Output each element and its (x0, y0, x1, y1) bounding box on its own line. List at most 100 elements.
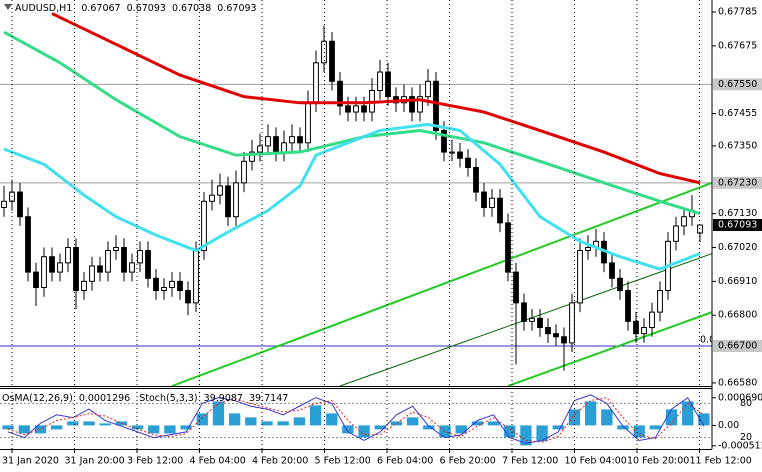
candle-body (441, 130, 447, 153)
candle-body (505, 222, 511, 273)
osma-bar (2, 425, 14, 430)
y-tick-label: 0.67455 (718, 108, 757, 119)
osma-bar (358, 425, 370, 438)
candle-body (305, 102, 311, 144)
level-label: 0.67550 (718, 79, 757, 90)
y-tick-label: 0.66580 (718, 377, 757, 388)
x-tick-label: 31 Jan 20:00 (65, 456, 125, 467)
candle-body (673, 225, 679, 242)
osma-bar (67, 421, 79, 426)
candle-body (497, 197, 503, 224)
osma-bar (374, 425, 386, 430)
candle-body (193, 250, 199, 304)
osma-bar (18, 425, 30, 434)
candle-body (153, 277, 159, 292)
candle-body (113, 246, 119, 252)
y-tick-label: 0.66910 (718, 276, 757, 287)
x-tick-label: 3 Feb 12:00 (127, 456, 183, 467)
osma-bar (455, 425, 467, 434)
symbol: AUDUSD,H1 (15, 3, 72, 14)
level-label: 0.67230 (718, 177, 757, 188)
candle-body (97, 265, 103, 273)
osma-bar (342, 425, 354, 434)
osma-bar (180, 425, 192, 430)
osma-bar (164, 425, 176, 434)
candle-body (553, 333, 559, 338)
candle-body (609, 262, 615, 279)
level-box (713, 78, 762, 91)
candle-body (233, 182, 239, 218)
fib-label: 0.0 (700, 334, 715, 345)
osma-bar (552, 425, 564, 430)
x-tick-label: 10 Feb 04:00 (565, 456, 627, 467)
osma-bar (698, 413, 710, 426)
stoch-name: Stoch(5,3,3) (139, 393, 197, 404)
osma-bar (390, 421, 403, 426)
candle-body (417, 96, 423, 113)
osma-bar (228, 413, 241, 426)
header-high: 0.67093 (127, 3, 166, 14)
candle-body (337, 80, 343, 107)
stoch-signal-value: 39.7147 (249, 393, 288, 404)
candle-body (537, 317, 543, 329)
candle-body (297, 136, 303, 144)
osma-bar (665, 409, 678, 426)
candle-body (385, 71, 391, 98)
osma-bar (584, 401, 597, 426)
header-low: 0.67038 (172, 3, 211, 14)
y-tick-label: 0.67130 (718, 208, 757, 219)
candle-body (249, 151, 255, 162)
x-tick-label: 10 Feb 20:00 (627, 456, 689, 467)
candle-body (361, 105, 367, 113)
candle-body (433, 80, 439, 132)
candle-body (633, 320, 639, 335)
candle-body (353, 105, 359, 113)
candle-body (225, 185, 231, 218)
candle-body (41, 256, 47, 288)
oscillator-pane (0, 394, 712, 446)
current-price-label: 0.67093 (718, 220, 757, 231)
moving-average (3, 122, 701, 271)
candle-body (121, 246, 127, 273)
candle-body (265, 136, 271, 147)
osma-bar (682, 401, 694, 426)
candle-body (681, 216, 687, 227)
osma-bar (536, 425, 548, 442)
osma-bar (261, 421, 273, 426)
osma-bar (471, 421, 484, 426)
candle-body (489, 197, 495, 208)
level-box (713, 176, 762, 189)
candle-body (169, 280, 175, 288)
x-tick-label: 6 Feb 20:00 (440, 456, 496, 467)
candle-body (625, 290, 631, 322)
candle-body (425, 80, 431, 98)
candle-body (481, 191, 487, 208)
x-tick-label: 6 Feb 04:00 (377, 456, 433, 467)
y-tick-label: 0.66800 (718, 310, 757, 321)
osma-bar (504, 425, 516, 438)
candle-body (409, 96, 415, 113)
osma-bar (148, 425, 160, 434)
candle-body (1, 200, 7, 208)
osma-bar (99, 423, 111, 426)
candle-body (545, 327, 551, 335)
osma-bar (633, 425, 645, 438)
candle-body (185, 290, 191, 304)
x-tick-label: 11 Feb 12:00 (690, 456, 752, 467)
osma-tick-label: 0.0006905 (718, 392, 762, 403)
candle-body (161, 286, 167, 292)
candle-body (641, 327, 647, 335)
candle-body (145, 250, 151, 279)
osma-tick-label: 0.00 (718, 420, 739, 431)
candle-body (129, 262, 135, 273)
candle-body (241, 160, 247, 184)
candle-body (465, 157, 471, 168)
candle-body (209, 194, 215, 202)
y-tick-label: 0.67350 (718, 140, 757, 151)
osma-bar (277, 421, 289, 426)
y-tick-label: 0.67785 (718, 7, 757, 18)
candle-body (81, 280, 87, 292)
osma-bar (34, 425, 47, 434)
candle-body (657, 290, 663, 313)
